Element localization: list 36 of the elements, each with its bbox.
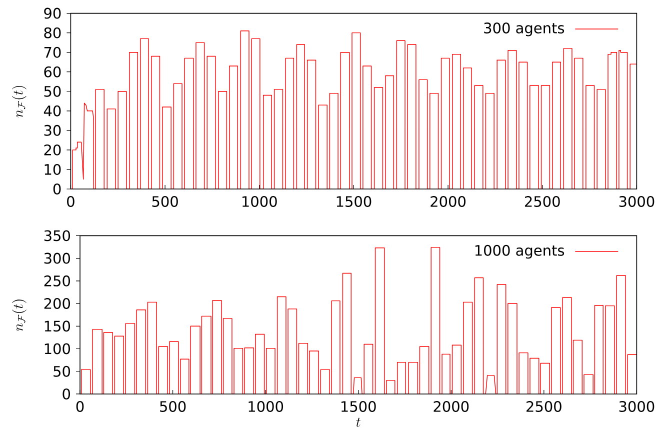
x-tick-label: 1500 xyxy=(342,401,376,412)
x-tick-label: 2000 xyxy=(430,196,466,207)
y-tick-label: 100 xyxy=(44,343,70,354)
y-tick-label: 60 xyxy=(44,66,61,78)
y-tick-label: 50 xyxy=(54,366,70,377)
x-tick-label: 0 xyxy=(76,401,84,412)
x-tick-label: 1000 xyxy=(242,196,277,207)
x-axis-title: $t$ xyxy=(356,418,360,427)
x-tick-label: 2500 xyxy=(526,401,562,412)
legend-label: 1000 agents xyxy=(475,244,564,259)
y-tick-label: 20 xyxy=(44,144,61,156)
y-axis-title: $n_{\mathcal{F}}(t)$ xyxy=(12,86,26,118)
y-tick-label: 300 xyxy=(44,252,70,264)
y-tick-label: 200 xyxy=(44,298,70,310)
y-tick-label: 350 xyxy=(44,230,70,242)
y-axis-title: $n_{\mathcal{F}}(t)$ xyxy=(12,300,26,332)
x-tick-label: 3000 xyxy=(619,196,654,207)
y-tick-label: 40 xyxy=(44,105,61,116)
x-tick-label: 1500 xyxy=(336,196,372,207)
y-tick-label: 70 xyxy=(44,46,61,58)
x-tick-label: 500 xyxy=(160,401,186,412)
y-tick-label: 50 xyxy=(44,86,61,97)
y-tick-label: 90 xyxy=(44,8,61,19)
legend-label: 300 agents xyxy=(484,22,564,36)
x-tick-label: 3000 xyxy=(619,401,654,412)
x-tick-label: 1000 xyxy=(248,401,284,412)
y-tick-label: 250 xyxy=(44,275,70,286)
y-tick-label: 10 xyxy=(44,164,61,175)
y-tick-label: 80 xyxy=(44,27,61,38)
y-tick-label: 30 xyxy=(44,124,61,136)
x-tick-label: 2000 xyxy=(434,401,469,412)
x-tick-label: 2500 xyxy=(524,196,560,207)
y-tick-label: 0 xyxy=(53,183,61,194)
x-tick-label: 500 xyxy=(152,196,178,207)
y-tick-label: 150 xyxy=(44,320,70,332)
y-tick-label: 0 xyxy=(62,388,70,400)
